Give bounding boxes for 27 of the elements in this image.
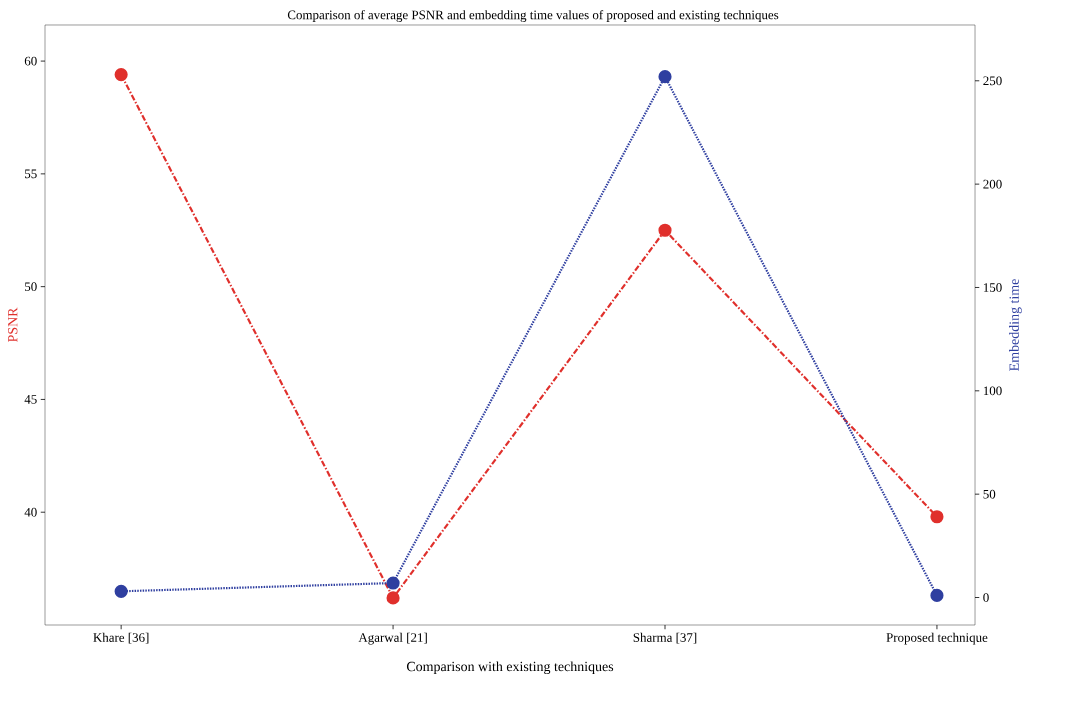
y-tick-label: 55 [25, 169, 37, 179]
point [930, 588, 944, 603]
point [658, 70, 672, 84]
point [386, 591, 400, 605]
y-tick-label: 40 [24, 507, 37, 517]
y-tick-label: 45 [24, 395, 37, 404]
point [114, 584, 128, 598]
point [930, 510, 944, 524]
y-axis-title: PSNR [8, 307, 18, 343]
x-tick-label: Khare [36] [93, 632, 149, 644]
point [658, 223, 672, 237]
y2-tick-label: 200 [983, 179, 1002, 189]
y2-tick-label: 150 [983, 283, 1002, 292]
point [114, 68, 128, 82]
y2-tick-label: 100 [983, 386, 1002, 396]
y-tick-label: 60 [24, 56, 37, 66]
point [386, 576, 400, 590]
y-tick-label: 50 [25, 282, 37, 292]
x-tick-label: Sharma [37] [633, 632, 697, 644]
x-tick-label: Proposed technique [886, 632, 988, 645]
y2-tick-label: 50 [983, 489, 996, 499]
x-tick-label: Agarwal [21] [358, 632, 427, 645]
y2-axis-title: Embedding time [1009, 279, 1022, 371]
y2-tick-label: 250 [983, 76, 1002, 86]
y2-tick-label: 0 [983, 593, 989, 602]
chart-title: Comparison of average PSNR and embedding time values of proposed and existing techniques [287, 10, 779, 22]
x-axis-title: Comparison with existing techniques [406, 661, 614, 675]
